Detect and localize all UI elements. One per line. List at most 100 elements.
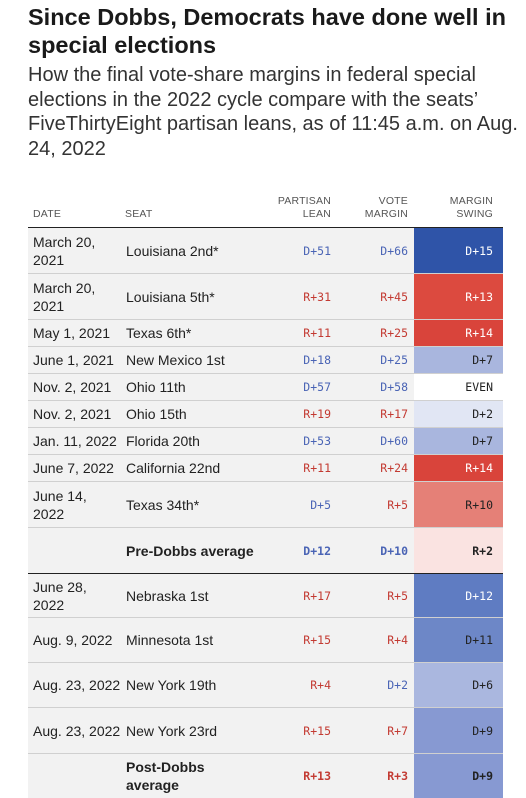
row-date: March 20, 2021 bbox=[33, 279, 96, 314]
table-row: June 14, 2022 Texas 34th* D+5 R+5 R+10 bbox=[28, 482, 503, 528]
header-margin-swing: MARGIN SWING bbox=[450, 195, 493, 221]
row-partisan-lean: R+4 bbox=[310, 678, 331, 692]
row-date: Nov. 2, 2021 bbox=[33, 406, 112, 422]
header-partisan-lean: PARTISAN LEAN bbox=[278, 195, 331, 221]
row-date: Aug. 23, 2022 bbox=[33, 722, 121, 739]
row-vote-margin: R+7 bbox=[387, 723, 408, 738]
row-date: Jan. 11, 2022 bbox=[33, 433, 117, 449]
row-seat: Ohio 15th bbox=[126, 406, 187, 422]
chart-subtitle: How the final vote-share margins in fede… bbox=[28, 64, 518, 160]
row-vote-margin: D+25 bbox=[380, 353, 408, 367]
table-row: March 20, 2021 Louisiana 2nd* D+51 D+66 D+15 bbox=[28, 228, 503, 274]
row-vote-margin: D+66 bbox=[380, 243, 408, 258]
row-seat: New York 23rd bbox=[126, 722, 218, 739]
row-partisan-lean: R+11 bbox=[303, 326, 331, 340]
chart-title: Since Dobbs, Democrats have done well in… bbox=[28, 4, 506, 58]
row-date bbox=[33, 528, 121, 573]
row-date: Aug. 23, 2022 bbox=[33, 677, 121, 693]
row-seat: Louisiana 2nd* bbox=[126, 242, 219, 259]
row-margin-swing: D+9 bbox=[414, 754, 503, 798]
row-margin-swing: D+7 bbox=[414, 428, 503, 454]
row-partisan-lean: D+51 bbox=[303, 243, 331, 258]
header-swing-line2: SWING bbox=[456, 208, 493, 220]
table-row: Nov. 2, 2021 Ohio 15th R+19 R+17 D+2 bbox=[28, 401, 503, 428]
row-seat: Florida 20th bbox=[126, 433, 200, 449]
table-body: March 20, 2021 Louisiana 2nd* D+51 D+66 D+15… bbox=[28, 228, 503, 798]
row-date: June 1, 2021 bbox=[33, 352, 114, 368]
row-margin-swing: D+11 bbox=[414, 618, 503, 662]
row-vote-margin: D+60 bbox=[380, 434, 408, 448]
table-row: June 1, 2021 New Mexico 1st D+18 D+25 D+7 bbox=[28, 347, 503, 374]
row-seat: New Mexico 1st bbox=[126, 352, 225, 368]
row-margin-swing: D+7 bbox=[414, 347, 503, 373]
row-margin-swing: R+14 bbox=[414, 320, 503, 346]
row-seat: Ohio 11th bbox=[126, 379, 186, 395]
row-vote-margin: R+25 bbox=[380, 326, 408, 340]
row-partisan-lean: R+19 bbox=[303, 407, 331, 421]
row-date: May 1, 2021 bbox=[33, 325, 111, 341]
table-row: June 7, 2022 California 22nd R+11 R+24 R+14 bbox=[28, 455, 503, 482]
row-partisan-lean: R+11 bbox=[303, 461, 331, 475]
row-margin-swing: D+15 bbox=[414, 228, 503, 273]
header-lean-line2: LEAN bbox=[302, 208, 331, 220]
row-partisan-lean: R+15 bbox=[303, 723, 331, 738]
table-row: Aug. 23, 2022 New York 23rd R+15 R+7 D+9 bbox=[28, 708, 503, 754]
row-partisan-lean: R+13 bbox=[303, 769, 331, 783]
row-date: June 14, 2022 bbox=[33, 487, 87, 522]
table-row: March 20, 2021 Louisiana 5th* R+31 R+45 R+13 bbox=[28, 274, 503, 320]
row-partisan-lean: D+18 bbox=[303, 353, 331, 367]
row-seat: Minnesota 1st bbox=[126, 632, 214, 648]
row-vote-margin: D+2 bbox=[387, 678, 408, 692]
row-margin-swing: R+10 bbox=[414, 482, 503, 527]
header-lean-line1: PARTISAN bbox=[277, 195, 331, 207]
row-margin-swing: D+9 bbox=[414, 708, 503, 753]
row-margin-swing: D+6 bbox=[414, 663, 503, 707]
row-partisan-lean: R+15 bbox=[303, 633, 331, 647]
row-vote-margin: R+3 bbox=[387, 769, 408, 783]
table-row: Nov. 2, 2021 Ohio 11th D+57 D+58 EVEN bbox=[28, 374, 503, 401]
row-date: June 7, 2022 bbox=[33, 460, 114, 476]
table-header: DATE SEAT PARTISAN LEAN VOTE MARGIN MARG… bbox=[28, 187, 503, 228]
row-margin-swing: D+2 bbox=[414, 401, 503, 427]
row-date: March 20, 2021 bbox=[33, 233, 96, 268]
row-vote-margin: R+24 bbox=[380, 461, 408, 475]
row-partisan-lean: R+17 bbox=[303, 588, 331, 603]
header-vote-margin: VOTE MARGIN bbox=[365, 195, 408, 221]
row-partisan-lean: D+53 bbox=[303, 434, 331, 448]
row-seat: Louisiana 5th* bbox=[126, 288, 215, 305]
row-vote-margin: R+4 bbox=[387, 633, 408, 647]
row-partisan-lean: R+31 bbox=[303, 289, 331, 304]
row-partisan-lean: D+57 bbox=[303, 380, 331, 394]
table-row: Jan. 11, 2022 Florida 20th D+53 D+60 D+7 bbox=[28, 428, 503, 455]
row-partisan-lean: D+12 bbox=[303, 543, 331, 558]
row-vote-margin: R+45 bbox=[380, 289, 408, 304]
row-seat: Texas 6th* bbox=[126, 325, 192, 341]
row-seat: Post-Dobbs average bbox=[126, 759, 205, 793]
row-vote-margin: D+10 bbox=[380, 543, 408, 558]
table-row: Aug. 9, 2022 Minnesota 1st R+15 R+4 D+11 bbox=[28, 618, 503, 663]
row-date: June 28, 2022 bbox=[33, 578, 87, 613]
row-margin-swing: R+14 bbox=[414, 455, 503, 481]
row-margin-swing: R+13 bbox=[414, 274, 503, 319]
row-vote-margin: R+5 bbox=[387, 588, 408, 603]
row-date: Aug. 9, 2022 bbox=[33, 632, 113, 648]
row-seat: Nebraska 1st bbox=[126, 587, 209, 604]
row-seat: New York 19th bbox=[126, 677, 217, 693]
table-row: June 28, 2022 Nebraska 1st R+17 R+5 D+12 bbox=[28, 574, 503, 618]
header-seat: SEAT bbox=[125, 208, 153, 220]
table-row: May 1, 2021 Texas 6th* R+11 R+25 R+14 bbox=[28, 320, 503, 347]
row-margin-swing: R+2 bbox=[414, 528, 503, 573]
header-swing-line1: MARGIN bbox=[449, 195, 493, 207]
row-seat: California 22nd bbox=[126, 460, 221, 476]
row-date: Nov. 2, 2021 bbox=[33, 379, 112, 395]
average-row: Post-Dobbs average R+13 R+3 D+9 bbox=[28, 754, 503, 798]
average-row: Pre-Dobbs average D+12 D+10 R+2 bbox=[28, 528, 503, 574]
table-row: Aug. 23, 2022 New York 19th R+4 D+2 D+6 bbox=[28, 663, 503, 708]
header-vote-line2: MARGIN bbox=[364, 208, 408, 220]
row-date bbox=[33, 754, 121, 798]
row-vote-margin: R+5 bbox=[387, 497, 408, 512]
row-vote-margin: R+17 bbox=[380, 407, 408, 421]
row-seat: Pre-Dobbs average bbox=[126, 542, 254, 559]
header-date: DATE bbox=[33, 208, 62, 220]
row-seat: Texas 34th* bbox=[126, 496, 200, 513]
